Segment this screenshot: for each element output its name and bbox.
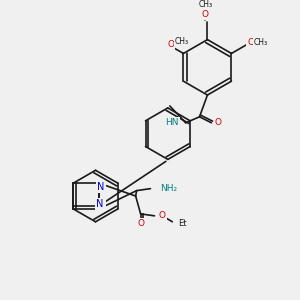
Text: O: O xyxy=(202,10,209,19)
Text: N: N xyxy=(97,182,105,192)
Text: O: O xyxy=(215,118,222,127)
Text: O: O xyxy=(247,38,254,47)
Text: NH₂: NH₂ xyxy=(160,184,178,193)
Text: CH₃: CH₃ xyxy=(175,37,189,46)
Text: O: O xyxy=(137,219,144,228)
Text: HN: HN xyxy=(165,118,179,127)
Text: CH₃: CH₃ xyxy=(254,38,268,47)
Text: O: O xyxy=(167,40,175,49)
Text: CH₃: CH₃ xyxy=(198,0,212,9)
Text: N: N xyxy=(96,199,104,209)
Text: N: N xyxy=(97,200,105,210)
Text: O: O xyxy=(159,211,166,220)
Text: Et: Et xyxy=(178,219,186,228)
